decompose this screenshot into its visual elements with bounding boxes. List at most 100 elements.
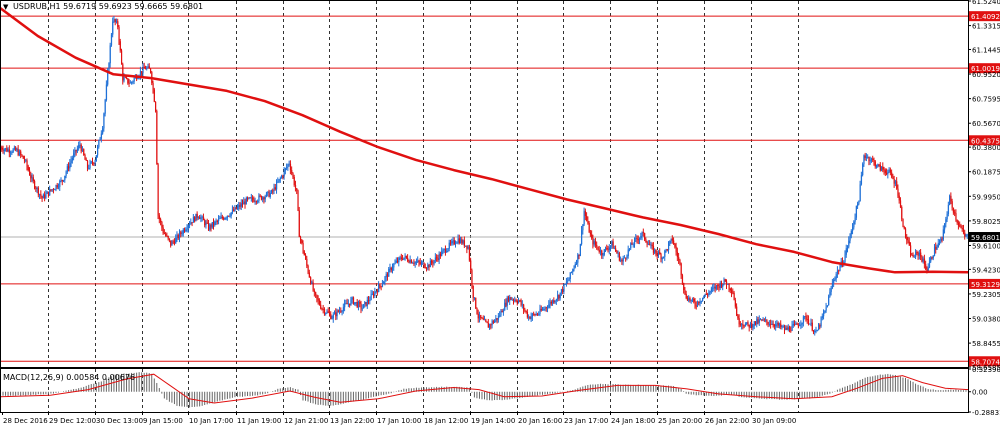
candle (85, 157, 87, 161)
candle (913, 254, 916, 258)
candle (495, 314, 497, 323)
candle-body (97, 146, 99, 156)
candle-body (649, 244, 651, 246)
candle-body (276, 182, 278, 190)
candle-body (703, 296, 705, 298)
candle-body (698, 301, 700, 304)
candle-body (547, 307, 549, 309)
ohlc-close: 59.6801 (170, 2, 204, 11)
candle-body (170, 240, 172, 246)
candle (369, 296, 371, 305)
candle (26, 158, 28, 171)
candle (722, 284, 724, 291)
candle (173, 238, 176, 246)
candle-body (307, 265, 309, 273)
candle (121, 48, 123, 65)
candle (681, 273, 684, 285)
candle (903, 225, 905, 230)
candle (184, 227, 186, 233)
candle (937, 238, 939, 248)
candle (693, 297, 695, 304)
candle-body (951, 201, 953, 208)
candle-body (733, 292, 735, 301)
candle-body (148, 66, 150, 69)
candle-body (501, 310, 503, 313)
time-tick-label: 30 Jan 09:00 (752, 417, 796, 425)
candle-body (644, 233, 646, 240)
candle (758, 315, 760, 326)
candle (335, 308, 337, 321)
candle (650, 241, 652, 249)
candle (816, 329, 818, 332)
macd-indicator-label: MACD(12,26,9) 0.00584 0.00676 (3, 373, 136, 382)
candle (854, 213, 856, 225)
candle (823, 309, 825, 320)
candle-body (293, 176, 295, 185)
candle (505, 298, 507, 308)
candle-body (720, 282, 723, 287)
candle-body (51, 189, 53, 191)
candle-body (137, 77, 139, 79)
candle-body (492, 321, 495, 323)
candle-body (75, 149, 77, 152)
candle (466, 245, 468, 254)
candle (572, 268, 574, 275)
candle-body (190, 222, 192, 225)
candle-body (695, 305, 697, 307)
candle (852, 223, 854, 235)
candle-body (660, 254, 662, 260)
candle-body (374, 291, 376, 296)
candle (621, 258, 623, 265)
candle-body (277, 181, 279, 183)
candle (717, 284, 719, 290)
candle (529, 316, 531, 320)
candle-body (320, 304, 322, 309)
candle-body (443, 249, 445, 250)
candle-body (395, 260, 397, 263)
candle (265, 191, 268, 198)
candle-body (331, 318, 333, 320)
candle (644, 232, 646, 242)
candle-body (349, 303, 351, 306)
candle (444, 245, 447, 256)
price-tick-label: 61.1445 (972, 46, 1000, 54)
candle-body (27, 166, 29, 171)
candle-body (327, 311, 329, 313)
candle-body (104, 99, 106, 114)
candle-body (931, 257, 933, 259)
candle (452, 236, 454, 246)
candle-body (305, 255, 307, 259)
candle (593, 238, 595, 247)
time-tick-label: 19 Jan 14:00 (471, 417, 515, 425)
candle-body (354, 302, 356, 305)
candle (733, 290, 735, 301)
candle (117, 18, 119, 30)
candle (925, 260, 927, 271)
candle (828, 294, 830, 306)
candle-body (573, 267, 575, 270)
candle-body (539, 308, 541, 314)
candle-body (812, 330, 815, 332)
candle (205, 220, 207, 229)
candle-body (870, 158, 873, 161)
candle-body (56, 185, 58, 188)
candle (294, 180, 297, 192)
candle (674, 242, 676, 249)
candle-body (746, 322, 748, 325)
candle (175, 234, 177, 244)
candle (763, 318, 766, 323)
candle-body (373, 293, 375, 296)
candle-body (651, 244, 653, 247)
candle (845, 244, 847, 258)
candle (170, 240, 172, 248)
candle-body (231, 209, 234, 213)
ohlc-high: 59.6923 (98, 2, 132, 11)
candle (356, 299, 358, 309)
candle (509, 294, 511, 305)
candle-body (344, 303, 346, 308)
candle-body (192, 216, 195, 223)
candle (269, 190, 271, 199)
candle (689, 296, 691, 303)
candle-body (502, 310, 505, 313)
candle-body (637, 239, 639, 241)
